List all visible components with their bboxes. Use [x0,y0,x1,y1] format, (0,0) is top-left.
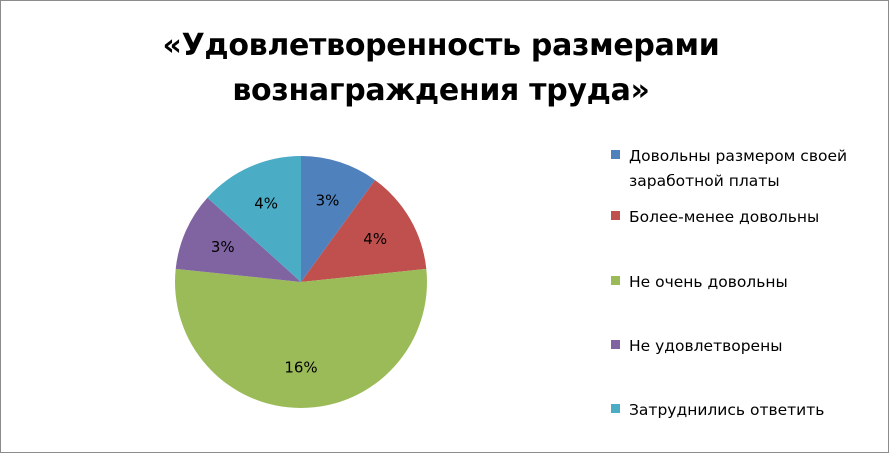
data-label-satisfied: 3% [316,192,340,210]
legend-item-not-very: Не очень довольны [611,270,881,295]
legend-label-not-very: Не очень довольны [629,273,788,291]
legend-item-more-or-less: Более-менее довольны [611,205,881,230]
legend-swatch-satisfied [611,150,620,159]
data-label-hard-to-say: 4% [254,195,278,213]
legend-label-dissatisfied: Не удовлетворены [629,337,783,355]
legend-swatch-hard-to-say [611,404,620,413]
pie-slice-satisfied [301,156,376,282]
pie-slice-dissatisfied [175,197,301,282]
legend-swatch-dissatisfied [611,340,620,349]
pie-slice-more-or-less [301,180,427,282]
legend-item-hard-to-say: Затруднились ответить [611,398,881,423]
data-label-more-or-less: 4% [363,230,387,248]
data-label-not-very: 16% [284,359,317,377]
legend-label-satisfied-line-2: заработной платы [629,172,780,190]
legend-item-satisfied: Довольны размером своей заработной платы [611,144,881,194]
pie-slice-hard-to-say [207,156,301,282]
data-label-dissatisfied: 3% [211,238,235,256]
legend-label-hard-to-say: Затруднились ответить [629,401,825,419]
legend-item-dissatisfied: Не удовлетворены [611,334,881,359]
legend-label-more-or-less: Более-менее довольны [629,208,820,226]
pie-slice-not-very [175,268,427,408]
chart-title-line-1: «Удовлетворенность размерами [162,28,720,63]
pie-data-labels: 3% 4% 16% 3% 4% [211,192,387,377]
legend-swatch-not-very [611,276,620,285]
chart-title: «Удовлетворенность размерами вознагражде… [41,23,841,113]
legend-label-satisfied-line-1: Довольны размером своей [629,147,848,165]
legend-swatch-more-or-less [611,211,620,220]
pie-slices [175,156,427,408]
chart-title-line-2: вознаграждения труда» [232,73,650,108]
